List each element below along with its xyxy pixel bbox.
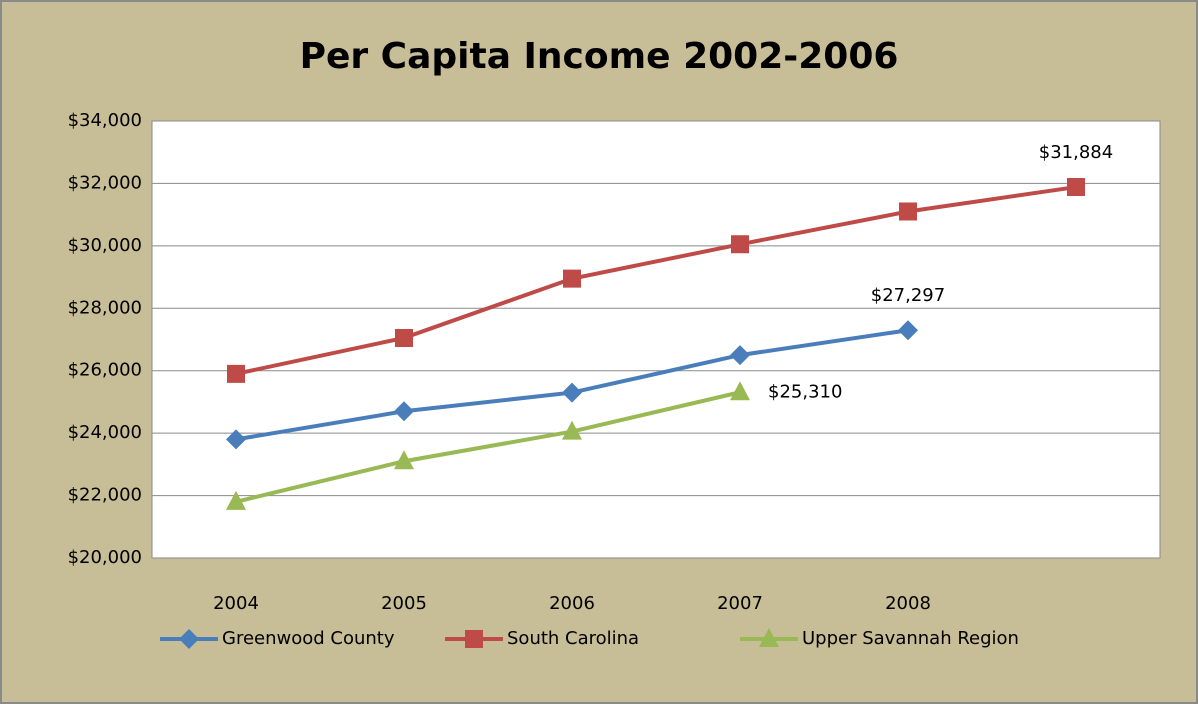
series-line (235, 390, 741, 504)
data-point (731, 235, 749, 254)
data-point (730, 345, 750, 366)
data-point (1067, 178, 1085, 197)
y-tick-label: $32,000 (68, 172, 142, 193)
data-point (226, 490, 246, 510)
data-point (730, 381, 750, 401)
y-tick-label: $30,000 (68, 235, 142, 256)
legend-marker (759, 628, 779, 647)
y-tick-label: $34,000 (68, 110, 142, 131)
data-label: $25,310 (768, 381, 842, 402)
data-point (899, 202, 917, 221)
data-point (563, 269, 581, 288)
data-point (394, 401, 414, 422)
legend-label: Upper Savannah Region (802, 628, 1019, 649)
x-tick-label: 2007 (717, 593, 763, 614)
y-tick-label: $28,000 (68, 297, 142, 318)
data-point (562, 382, 582, 403)
data-point (227, 364, 245, 383)
data-point (394, 450, 414, 470)
data-point (395, 328, 413, 347)
x-tick-label: 2005 (381, 593, 427, 614)
x-tick-label: 2004 (213, 593, 259, 614)
data-label: $31,884 (1039, 142, 1113, 163)
y-tick-label: $24,000 (68, 422, 142, 443)
x-tick-label: 2006 (549, 593, 595, 614)
y-tick-label: $26,000 (68, 360, 142, 381)
legend-marker (465, 630, 483, 648)
series-line (235, 185, 1077, 376)
data-point (898, 320, 918, 341)
chart-title: Per Capita Income 2002-2006 (300, 36, 899, 77)
data-label: $27,297 (871, 285, 945, 306)
y-tick-label: $22,000 (68, 485, 142, 506)
y-tick-label: $20,000 (68, 547, 142, 568)
x-tick-label: 2008 (885, 593, 931, 614)
legend-label: South Carolina (507, 628, 639, 649)
legend-marker (179, 629, 199, 649)
legend-label: Greenwood County (222, 628, 395, 649)
plot-area (151, 120, 1161, 559)
data-point (226, 429, 246, 450)
data-point (562, 420, 582, 440)
